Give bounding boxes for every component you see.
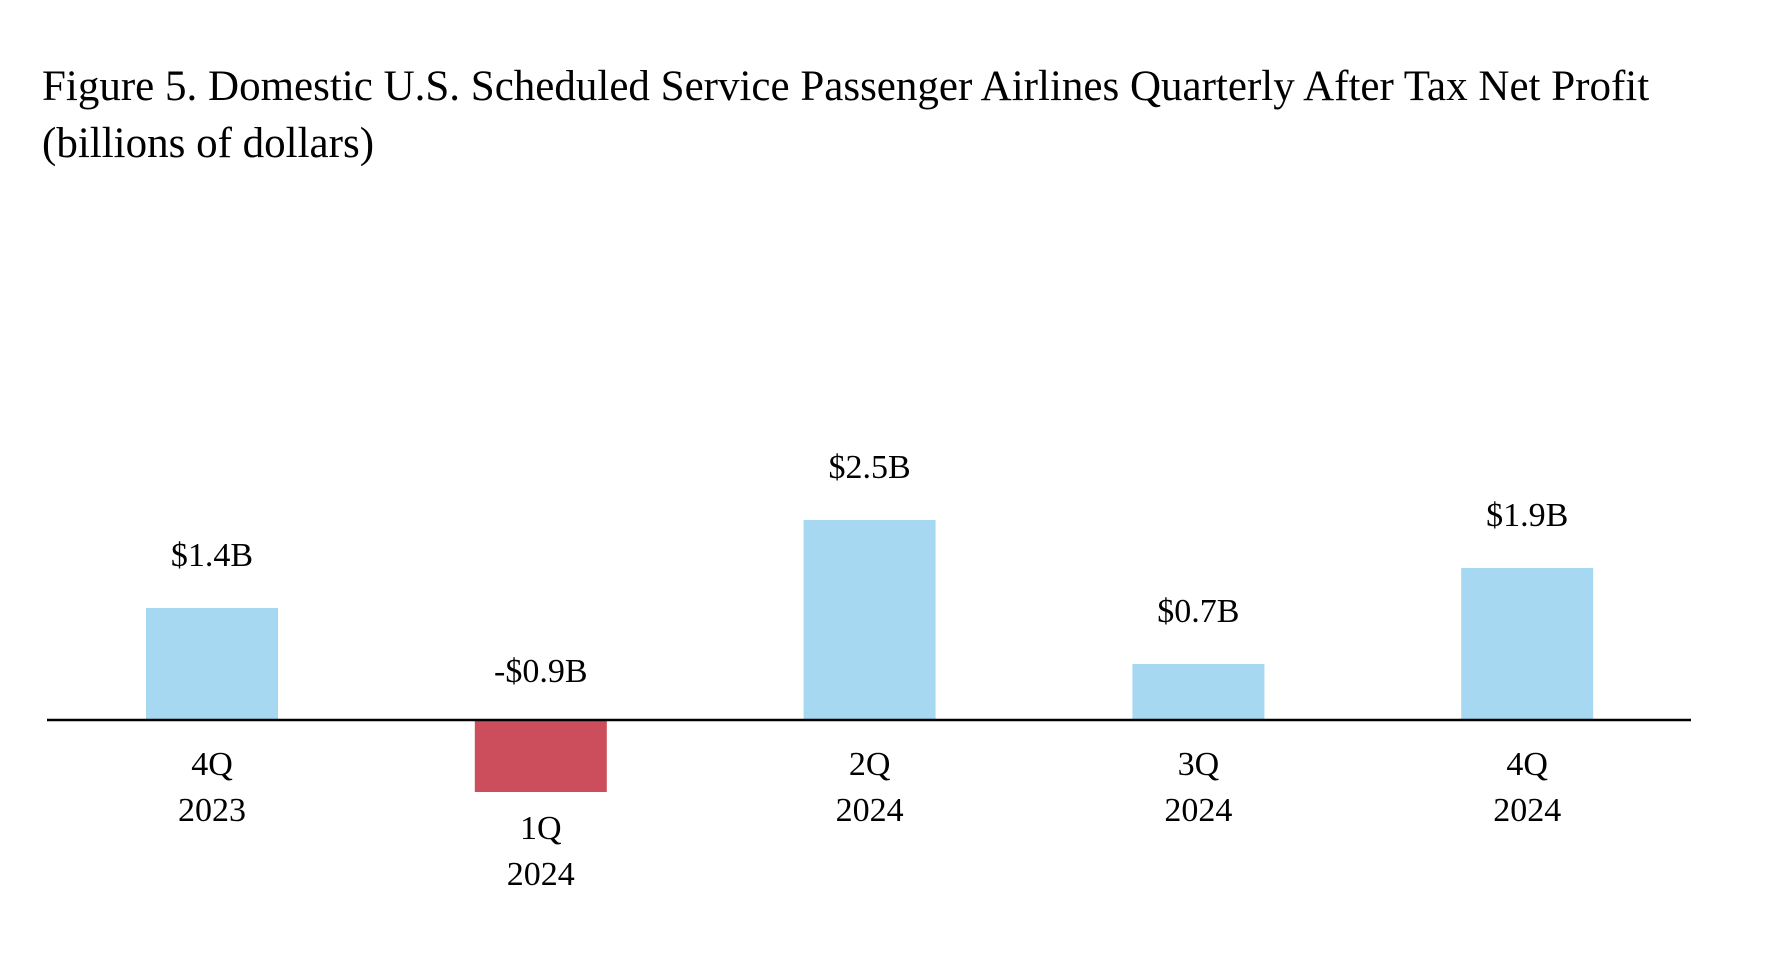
data-label-2: $2.5B (829, 449, 911, 486)
bar-3 (1132, 664, 1265, 720)
bar-1 (474, 720, 607, 792)
data-label-0: $1.4B (171, 537, 253, 574)
category-label-0-line-1: 2023 (178, 792, 246, 829)
category-label-3-line-1: 2024 (1164, 792, 1232, 829)
bar-4 (1461, 568, 1594, 720)
bar-0 (146, 608, 278, 720)
data-label-1: -$0.9B (494, 653, 588, 690)
category-label-1-line-0: 1Q (520, 810, 562, 847)
category-label-4-line-0: 4Q (1506, 746, 1548, 783)
bars-group (146, 520, 1594, 792)
chart-title: Figure 5. Domestic U.S. Scheduled Servic… (42, 63, 1650, 110)
chart-title-block: Figure 5. Domestic U.S. Scheduled Servic… (42, 58, 1782, 172)
data-labels-group: $1.4B -$0.9B $2.5B $0.7B $1.9B (171, 449, 1568, 690)
category-label-0-line-0: 4Q (191, 746, 233, 783)
bar-2 (803, 520, 936, 720)
category-label-3-line-0: 3Q (1178, 746, 1220, 783)
data-label-3: $0.7B (1157, 593, 1239, 630)
category-label-1-line-1: 2024 (507, 856, 575, 893)
category-label-2-line-1: 2024 (836, 792, 904, 829)
category-label-2-line-0: 2Q (849, 746, 891, 783)
chart-subtitle: (billions of dollars) (42, 120, 375, 167)
category-labels-group: 4Q 2023 1Q 2024 2Q 2024 3Q 2024 4Q 2024 (178, 746, 1561, 893)
category-label-4-line-1: 2024 (1493, 792, 1561, 829)
data-label-4: $1.9B (1486, 497, 1568, 534)
